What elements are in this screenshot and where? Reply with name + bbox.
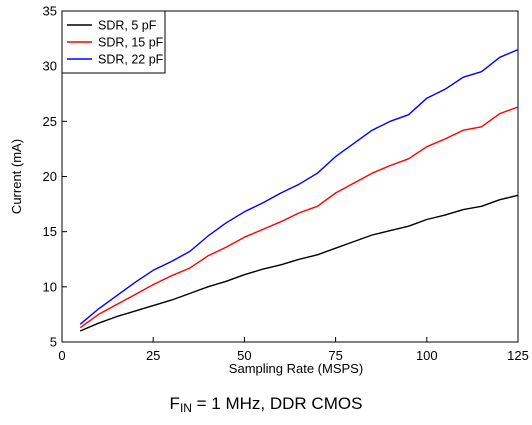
x-axis: 0 25 50 75 100 125 <box>58 337 529 363</box>
caption-suffix: = 1 MHz, DDR CMOS <box>191 394 363 413</box>
y-tick-label: 35 <box>43 4 57 19</box>
series-line-1 <box>79 194 519 332</box>
series-lines <box>79 48 519 332</box>
y-tick-label: 30 <box>43 59 57 74</box>
x-tick-label: 50 <box>237 348 251 363</box>
caption-subscript: IN <box>179 401 192 415</box>
x-tick-label: 75 <box>328 348 342 363</box>
y-tick-label: 5 <box>50 335 57 350</box>
chart: 0 25 50 75 100 125 5 10 15 20 25 30 35 Sampling Rat… <box>9 4 529 377</box>
legend-label: SDR, 5 pF <box>98 19 157 33</box>
y-tick-label: 15 <box>43 224 57 239</box>
legend-label: SDR, 22 pF <box>98 53 164 67</box>
x-axis-title: Sampling Rate (MSPS) <box>229 361 363 376</box>
x-tick-label: 25 <box>146 348 160 363</box>
y-tick-label: 20 <box>43 169 57 184</box>
y-tick-label: 25 <box>43 114 57 129</box>
legend-label: SDR, 15 pF <box>98 36 164 50</box>
caption-prefix: F <box>169 394 180 413</box>
y-axis-title: Current (mA) <box>9 139 24 214</box>
chart-caption: FIN = 1 MHz, DDR CMOS <box>0 394 532 415</box>
x-tick-label: 125 <box>507 348 529 363</box>
series-line-3 <box>79 48 519 325</box>
series-line-2 <box>79 106 519 329</box>
x-tick-label: 0 <box>58 348 65 363</box>
legend: SDR, 5 pF SDR, 15 pF SDR, 22 pF <box>61 10 166 74</box>
y-tick-label: 10 <box>43 279 57 294</box>
x-tick-label: 100 <box>416 348 438 363</box>
